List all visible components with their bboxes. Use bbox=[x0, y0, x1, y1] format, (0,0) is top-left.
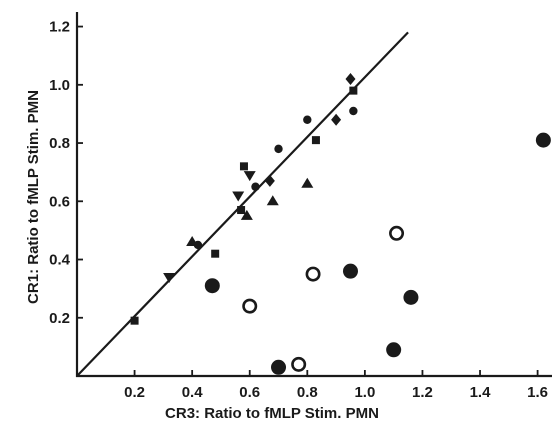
point-large-filled-circle-3 bbox=[386, 342, 402, 358]
x-axis-label: CR3: Ratio to fMLP Stim. PMN bbox=[165, 405, 379, 422]
point-small-circle-4 bbox=[349, 106, 358, 116]
x-tick-label-0: 0.2 bbox=[124, 384, 145, 401]
y-tick-label-0: 0.2 bbox=[49, 310, 70, 327]
point-square-2 bbox=[237, 206, 246, 215]
y-axis-label: CR1: Ratio to fMLP Stim. PMN bbox=[25, 90, 42, 304]
y-tick-label-2: 0.6 bbox=[49, 193, 70, 210]
point-triangle-down-1 bbox=[232, 191, 245, 202]
point-square-5 bbox=[349, 86, 358, 95]
point-large-open-circle-3 bbox=[389, 225, 405, 241]
axes: 0.2 0.4 0.6 0.8 1.0 1.2 1.4 1.6 0.2 0.4 0.6 0.8 1.0 1… bbox=[49, 12, 552, 401]
point-diamond-2 bbox=[345, 72, 356, 85]
point-triangle-down-0 bbox=[163, 272, 176, 283]
point-square-0 bbox=[130, 316, 139, 325]
point-small-circle-2 bbox=[274, 144, 283, 154]
point-large-open-circle-2 bbox=[305, 266, 321, 282]
y-tick-label-5: 1.2 bbox=[49, 19, 70, 36]
point-large-open-circle-1 bbox=[291, 356, 307, 372]
point-diamond-0 bbox=[264, 174, 275, 187]
x-tick-label-6: 1.4 bbox=[470, 384, 492, 401]
x-tick-label-2: 0.6 bbox=[239, 384, 260, 401]
x-tick-label-4: 1.0 bbox=[354, 384, 375, 401]
y-tick-label-4: 1.0 bbox=[49, 77, 70, 94]
point-triangle-up-1 bbox=[240, 209, 253, 220]
point-small-circle-0 bbox=[193, 240, 203, 250]
point-large-open-circle-0 bbox=[242, 298, 258, 314]
data-points bbox=[130, 72, 551, 375]
x-tick-label-7: 1.6 bbox=[527, 384, 548, 401]
point-large-filled-circle-0 bbox=[204, 278, 220, 294]
point-large-filled-circle-1 bbox=[271, 359, 287, 375]
point-square-3 bbox=[239, 162, 248, 171]
x-tick-label-1: 0.4 bbox=[182, 384, 204, 401]
point-triangle-up-3 bbox=[301, 177, 314, 188]
point-triangle-down-2 bbox=[243, 171, 256, 182]
point-square-1 bbox=[211, 249, 220, 258]
identity-line bbox=[76, 31, 409, 377]
y-tick-label-3: 0.8 bbox=[49, 135, 70, 152]
point-small-circle-3 bbox=[303, 115, 312, 124]
point-large-filled-circle-4 bbox=[403, 289, 419, 305]
point-large-filled-circle-5 bbox=[535, 132, 551, 148]
point-triangle-up-2 bbox=[266, 195, 279, 206]
reference-line-group bbox=[76, 31, 409, 377]
point-square-4 bbox=[311, 136, 320, 145]
x-tick-label-5: 1.2 bbox=[412, 384, 433, 401]
x-tick-label-3: 0.8 bbox=[297, 384, 318, 401]
point-diamond-1 bbox=[331, 113, 342, 126]
point-small-circle-1 bbox=[251, 182, 260, 191]
point-large-filled-circle-2 bbox=[342, 263, 358, 279]
y-tick-label-1: 0.4 bbox=[49, 252, 71, 269]
